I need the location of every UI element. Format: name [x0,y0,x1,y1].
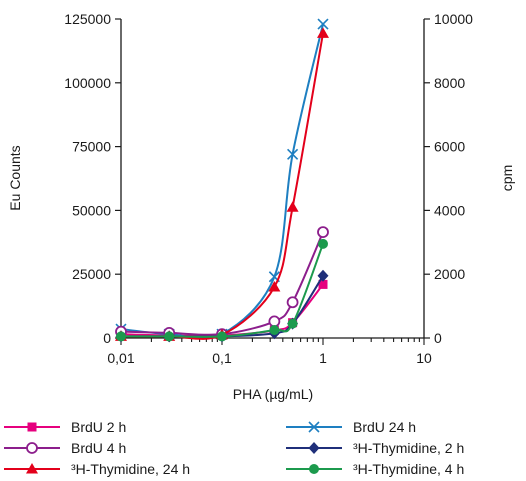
x-tick-label: 10 [416,350,432,366]
legend-label: BrdU 24 h [353,419,416,435]
y-axis-title: Eu Counts [7,145,23,210]
y2-tick-label: 2000 [434,266,465,282]
legend-marker [26,463,38,474]
y2-tick-label: 6000 [434,139,465,155]
y-tick-label: 100000 [64,75,111,91]
legend-marker [308,421,320,433]
y2-tick-label: 8000 [434,75,465,91]
data-point [268,315,281,328]
data-point [318,279,328,289]
x-tick-label: 1 [319,350,327,366]
data-point [317,27,329,38]
legend-item: BrdU 2 h [4,419,126,435]
data-point [318,238,328,249]
y2-tick-label: 0 [434,330,442,346]
legend-item: ³H-Thymidine, 2 h [286,440,464,456]
data-point [268,280,281,292]
legend-marker [308,442,320,454]
series-line [120,23,324,340]
y-tick-label: 125000 [64,11,111,27]
data-point [269,325,280,336]
x-axis-title: PHA (µg/mL) [233,386,313,402]
data-point [217,331,227,342]
legend-label: BrdU 2 h [71,419,126,435]
legend-item: ³H-Thymidine, 4 h [286,461,464,477]
data-point [116,331,126,342]
legend-label: ³H-Thymidine, 2 h [353,440,464,456]
y-tick-label: 50000 [72,202,111,218]
y-tick-label: 25000 [72,266,111,282]
tick-labels: 0 25000 50000 75000 100000 125000 0 2000 4000 600… [64,11,473,366]
data-point [317,226,329,238]
legend-marker [26,442,38,454]
data-point [317,269,329,282]
series-layer [115,18,329,343]
y2-tick-label: 4000 [434,202,465,218]
y-tick-label: 75000 [72,139,111,155]
legend-marker [27,422,37,432]
y2-tick-label: 10000 [434,11,473,27]
series-line [120,33,324,340]
legend-label: ³H-Thymidine, 24 h [71,461,190,477]
legend-item: BrdU 24 h [286,419,416,435]
series-2 [115,18,329,340]
legend: BrdU 2 h BrdU 24 h BrdU 4 h ³H-Thymidine, 2… [4,419,464,477]
legend-label: BrdU 4 h [71,440,126,456]
data-point [287,318,298,329]
y-tick-label: 0 [103,330,111,346]
data-point [286,296,299,309]
legend-label: ³H-Thymidine, 4 h [353,461,464,477]
legend-item: ³H-Thymidine, 24 h [4,461,190,477]
data-point [287,148,299,160]
legend-item: BrdU 4 h [4,440,126,456]
data-point [286,201,299,212]
y2-axis-title: cpm [499,165,515,191]
series-6 [116,238,328,342]
tick-marks [115,18,430,345]
legend-marker [309,464,319,474]
data-point [317,18,329,30]
data-point [164,331,175,342]
x-tick-label: 0,1 [212,350,232,366]
x-tick-label: 0,01 [107,350,134,366]
